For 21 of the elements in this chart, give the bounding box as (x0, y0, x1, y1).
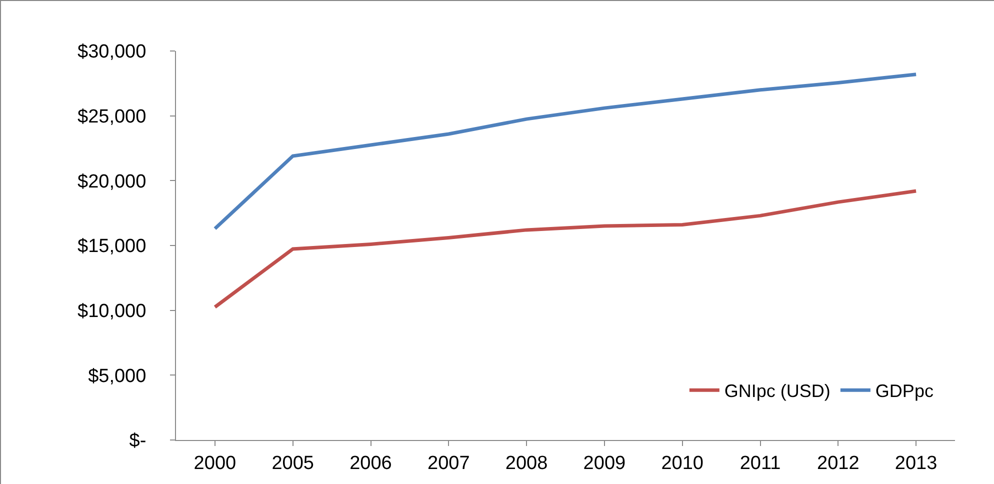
x-tick-label: 2009 (583, 452, 626, 474)
x-tick-label: 2013 (894, 452, 938, 474)
y-tick-label: $10,000 (78, 300, 146, 322)
y-tick-label: $- (129, 430, 146, 452)
y-tick-label: $20,000 (78, 171, 146, 192)
y-tick-label: $15,000 (78, 236, 146, 258)
x-tick-label: 2011 (740, 452, 781, 474)
y-tick-label: $30,000 (78, 42, 146, 63)
x-tick-label: 2012 (817, 452, 860, 474)
x-tick-label: 2006 (350, 452, 392, 474)
x-tick-label: 2005 (272, 452, 314, 474)
y-tick-label: $5,000 (88, 366, 146, 387)
line-series (213, 72, 918, 230)
x-tick-label: 2000 (194, 452, 236, 474)
x-tick-label: 2010 (661, 452, 704, 474)
line-series (213, 189, 918, 309)
legend-label: GNIpc (USD) (724, 381, 830, 402)
legend-label: GDPpc (875, 381, 934, 402)
y-tick-label: $25,000 (78, 106, 146, 128)
x-tick-label: 2008 (505, 452, 548, 474)
x-tick-label: 2007 (428, 452, 470, 474)
